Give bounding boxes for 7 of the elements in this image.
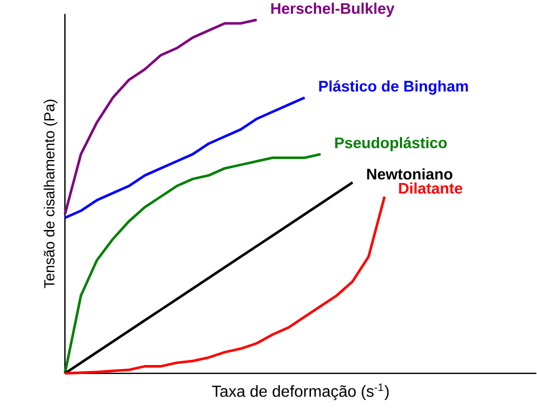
series-label: Dilatante [399,182,462,194]
series-label: Herschel-Bulkley [271,2,394,17]
x-axis-title: Taxa de deformação (s$^{-1}$) [212,383,389,400]
series-label: Plástico de Bingham [319,80,468,95]
series-label: Newtoniano [367,168,452,180]
series-label: Pseudoplástico [335,136,447,152]
y-axis-title: Tensão de cisalhamento (Pa) [44,100,58,288]
